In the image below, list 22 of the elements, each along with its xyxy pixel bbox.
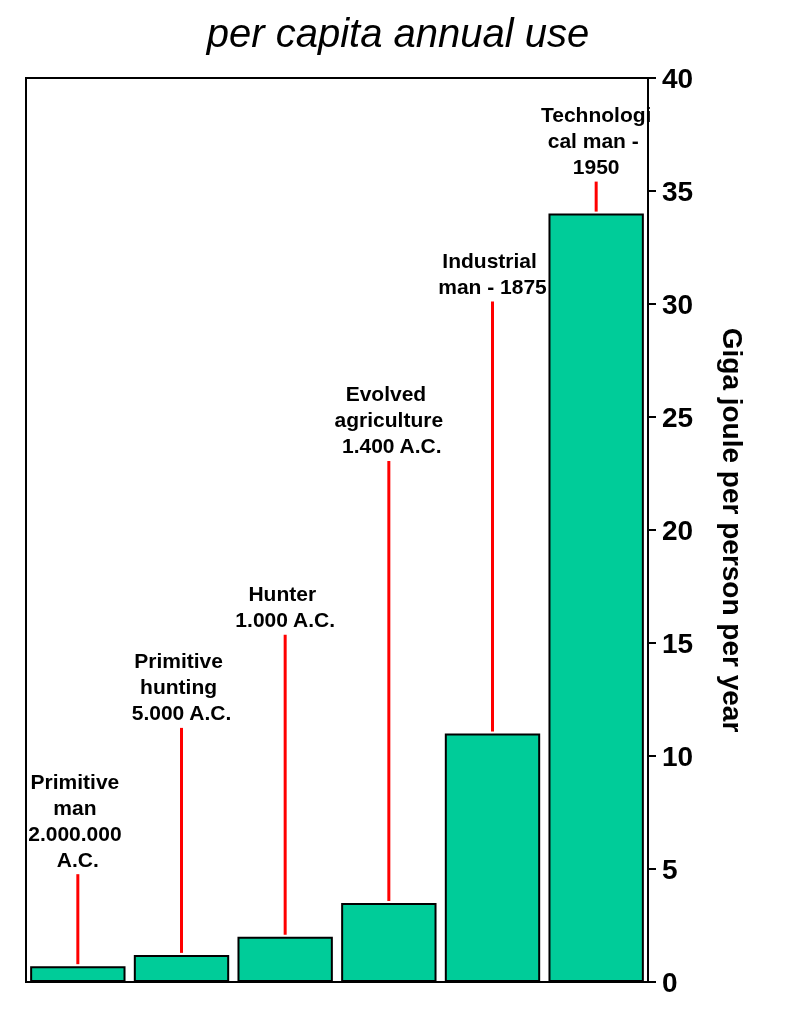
x-tick-label: Primitive man 2.000.000 A.C. [28,769,128,871]
y-tick-label: 35 [662,175,694,207]
y-tick-label: 10 [662,740,694,772]
y-tick-label: 15 [662,627,694,659]
y-tick-label: 5 [662,853,678,885]
y-tick-label: 25 [662,401,694,433]
bar [237,936,333,982]
y-tick-label: 40 [662,62,694,94]
x-tick-label: Hunter 1.000 A.C. [235,582,335,632]
y-tick-label: 20 [662,514,694,546]
y-axis-title: Giga joule per person per year [716,327,748,733]
y-tick-label: 30 [662,288,694,320]
bar [133,954,230,982]
chart-title: per capita annual use [205,11,590,55]
x-tick-label: Industrial man - 1875 [438,248,548,298]
bar [444,733,541,982]
bar [30,966,126,982]
x-tick-label: Evolved agriculture 1.400 A.C. [334,382,444,458]
x-tick-label: Primitive hunting 5.000 A.C. [131,649,232,725]
y-tick-label: 0 [662,966,678,998]
bar [341,902,437,982]
bar [548,213,644,982]
